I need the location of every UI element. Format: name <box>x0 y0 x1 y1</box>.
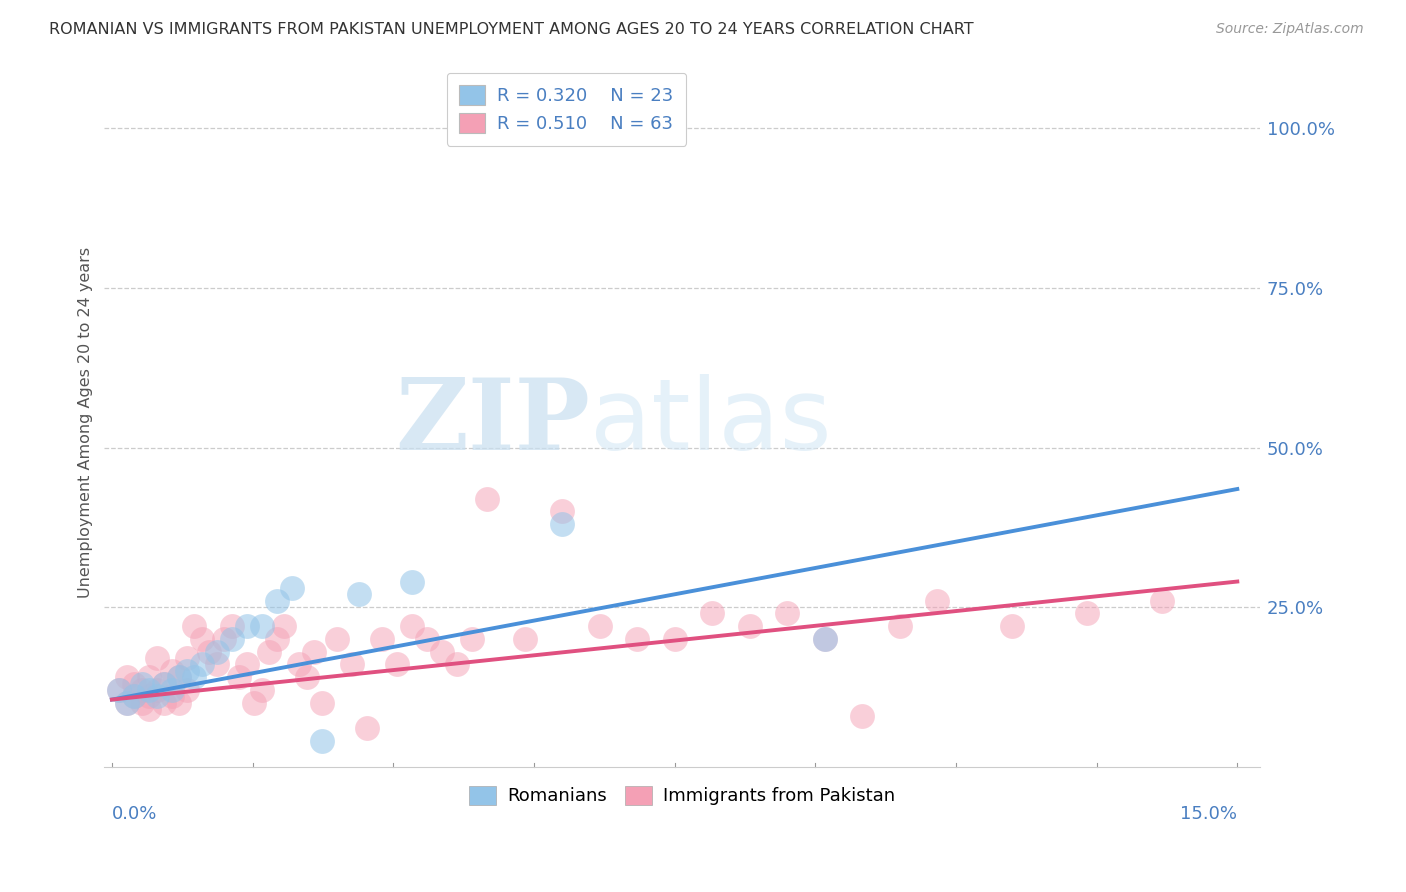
Point <box>814 632 837 646</box>
Text: 15.0%: 15.0% <box>1180 805 1237 823</box>
Point <box>461 632 484 646</box>
Point <box>124 690 146 704</box>
Point <box>851 708 873 723</box>
Point <box>228 670 250 684</box>
Point <box>250 683 273 698</box>
Point <box>927 593 949 607</box>
Point <box>551 504 574 518</box>
Point <box>1076 607 1098 621</box>
Legend: Romanians, Immigrants from Pakistan: Romanians, Immigrants from Pakistan <box>463 779 903 813</box>
Point <box>160 683 183 698</box>
Point <box>115 696 138 710</box>
Point <box>304 645 326 659</box>
Point <box>776 607 799 621</box>
Point <box>198 645 221 659</box>
Point <box>236 619 259 633</box>
Point <box>513 632 536 646</box>
Point <box>416 632 439 646</box>
Point <box>153 676 176 690</box>
Point <box>273 619 295 633</box>
Point <box>191 657 214 672</box>
Point <box>475 491 498 506</box>
Point <box>146 690 169 704</box>
Point <box>176 651 198 665</box>
Y-axis label: Unemployment Among Ages 20 to 24 years: Unemployment Among Ages 20 to 24 years <box>79 246 93 598</box>
Point <box>738 619 761 633</box>
Text: Source: ZipAtlas.com: Source: ZipAtlas.com <box>1216 22 1364 37</box>
Point <box>326 632 349 646</box>
Point <box>430 645 453 659</box>
Point <box>250 619 273 633</box>
Point <box>236 657 259 672</box>
Point <box>243 696 266 710</box>
Point <box>349 587 371 601</box>
Point <box>146 651 169 665</box>
Point <box>385 657 408 672</box>
Point <box>221 632 243 646</box>
Point <box>138 690 160 704</box>
Text: 0.0%: 0.0% <box>112 805 157 823</box>
Point <box>371 632 394 646</box>
Point <box>1001 619 1024 633</box>
Point <box>153 676 176 690</box>
Point <box>588 619 610 633</box>
Point <box>1152 593 1174 607</box>
Point <box>138 683 160 698</box>
Point <box>266 593 288 607</box>
Point <box>356 721 378 735</box>
Point <box>288 657 311 672</box>
Point <box>889 619 911 633</box>
Point <box>176 664 198 678</box>
Point <box>169 670 191 684</box>
Point <box>138 702 160 716</box>
Point <box>626 632 648 646</box>
Point <box>169 696 191 710</box>
Point <box>124 690 146 704</box>
Point <box>311 696 333 710</box>
Point <box>176 683 198 698</box>
Point <box>266 632 288 646</box>
Point <box>221 619 243 633</box>
Text: ZIP: ZIP <box>395 374 589 470</box>
Point <box>131 696 153 710</box>
Point <box>169 670 191 684</box>
Point <box>131 676 153 690</box>
Point <box>191 632 214 646</box>
Point <box>115 670 138 684</box>
Point <box>205 645 228 659</box>
Point <box>664 632 686 646</box>
Point <box>153 696 176 710</box>
Point <box>115 696 138 710</box>
Point <box>108 683 131 698</box>
Point <box>446 657 468 672</box>
Point <box>160 690 183 704</box>
Point <box>138 670 160 684</box>
Point <box>205 657 228 672</box>
Point <box>401 574 423 589</box>
Point <box>183 670 205 684</box>
Point <box>401 619 423 633</box>
Point <box>131 683 153 698</box>
Point <box>551 517 574 532</box>
Text: atlas: atlas <box>589 374 831 470</box>
Point <box>814 632 837 646</box>
Point <box>295 670 318 684</box>
Point <box>311 734 333 748</box>
Point <box>259 645 281 659</box>
Point <box>183 619 205 633</box>
Point <box>108 683 131 698</box>
Point <box>214 632 236 646</box>
Point <box>281 581 304 595</box>
Point <box>124 676 146 690</box>
Point <box>340 657 363 672</box>
Point <box>700 607 723 621</box>
Point <box>160 664 183 678</box>
Point <box>146 683 169 698</box>
Text: ROMANIAN VS IMMIGRANTS FROM PAKISTAN UNEMPLOYMENT AMONG AGES 20 TO 24 YEARS CORR: ROMANIAN VS IMMIGRANTS FROM PAKISTAN UNE… <box>49 22 974 37</box>
